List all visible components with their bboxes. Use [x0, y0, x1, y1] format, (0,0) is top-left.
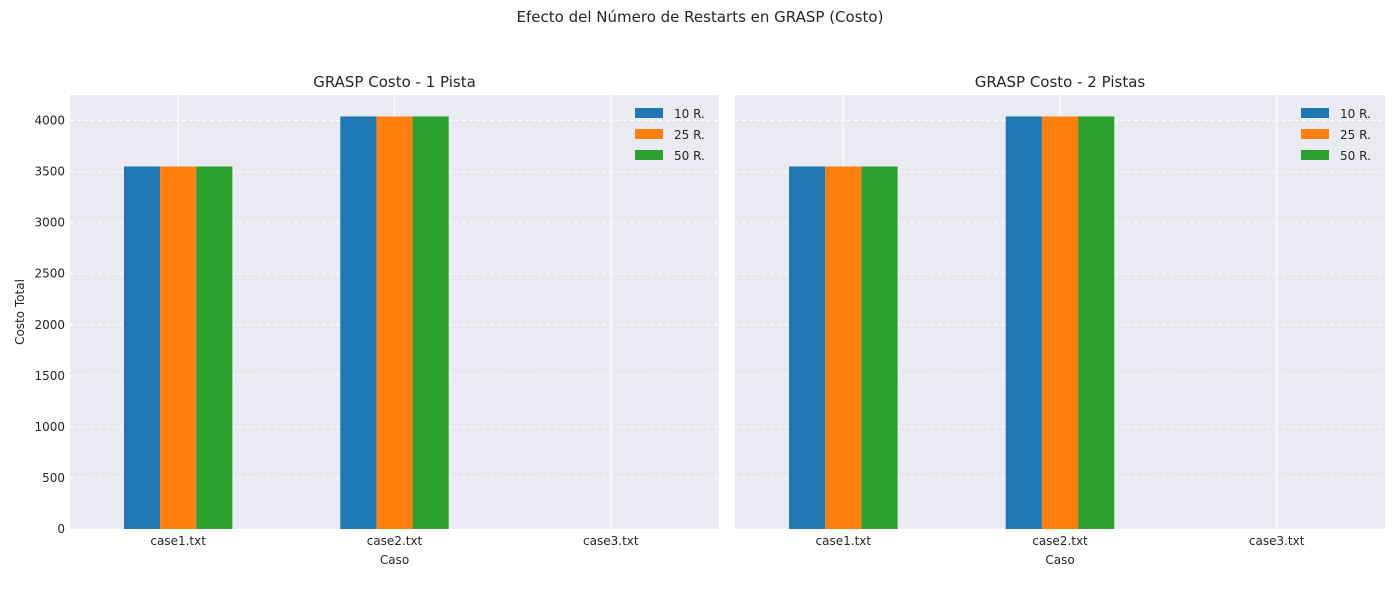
- y-tick-label: 0: [57, 522, 65, 536]
- y-axis-label: Costo Total: [13, 279, 27, 345]
- bar-25r-case1txt: [160, 166, 197, 529]
- x-tick-label: case2.txt: [1032, 534, 1088, 548]
- bar-50r-case1txt: [196, 166, 233, 529]
- figure-suptitle: Efecto del Número de Restarts en GRASP (…: [516, 8, 884, 26]
- y-tick-label: 3500: [34, 165, 65, 179]
- x-tick-label: case3.txt: [583, 534, 639, 548]
- bar-50r-case1txt: [861, 166, 898, 529]
- legend-swatch: [1301, 108, 1329, 118]
- legend-label: 25 R.: [1340, 128, 1371, 142]
- chart-title: GRASP Costo - 1 Pista: [313, 73, 476, 91]
- bar-50r-case2txt: [412, 116, 449, 529]
- y-tick-label: 1500: [34, 369, 65, 383]
- bar-10r-case2txt: [1005, 116, 1042, 529]
- legend-label: 25 R.: [674, 128, 705, 142]
- bar-25r-case2txt: [1041, 116, 1079, 529]
- y-tick-label: 3000: [34, 216, 65, 230]
- y-tick-label: 2500: [34, 267, 65, 281]
- bar-10r-case2txt: [340, 116, 377, 529]
- bar-10r-case1txt: [123, 166, 161, 529]
- bar-25r-case2txt: [376, 116, 413, 529]
- legend-swatch: [635, 150, 663, 160]
- y-tick-label: 2000: [34, 318, 65, 332]
- legend-label: 10 R.: [674, 107, 705, 121]
- chart-title: GRASP Costo - 2 Pistas: [975, 73, 1146, 91]
- legend-swatch: [635, 108, 663, 118]
- x-tick-label: case3.txt: [1249, 534, 1305, 548]
- y-tick-label: 500: [42, 471, 65, 485]
- legend-label: 50 R.: [674, 149, 705, 163]
- legend-swatch: [1301, 129, 1329, 139]
- x-axis-label: Caso: [1045, 553, 1074, 567]
- chart-panel-2: case1.txt case2.txt case3.txt GRASP Costo -…: [735, 73, 1385, 567]
- legend-label: 50 R.: [1340, 149, 1371, 163]
- x-axis-label: Caso: [380, 553, 409, 567]
- legend-swatch: [1301, 150, 1329, 160]
- legend-label: 10 R.: [1340, 107, 1371, 121]
- x-tick-label: case1.txt: [150, 534, 206, 548]
- bar-25r-case1txt: [825, 166, 862, 529]
- bar-50r-case2txt: [1078, 116, 1115, 529]
- legend-swatch: [635, 129, 663, 139]
- bar-10r-case1txt: [789, 166, 826, 529]
- x-tick-label: case2.txt: [367, 534, 423, 548]
- x-tick-label: case1.txt: [816, 534, 872, 548]
- y-tick-label: 1000: [34, 420, 65, 434]
- y-tick-label: 4000: [34, 114, 65, 128]
- chart-panel-1: case1.txt case2.txt case3.txt 0 500 1000 1500 2…: [13, 73, 719, 567]
